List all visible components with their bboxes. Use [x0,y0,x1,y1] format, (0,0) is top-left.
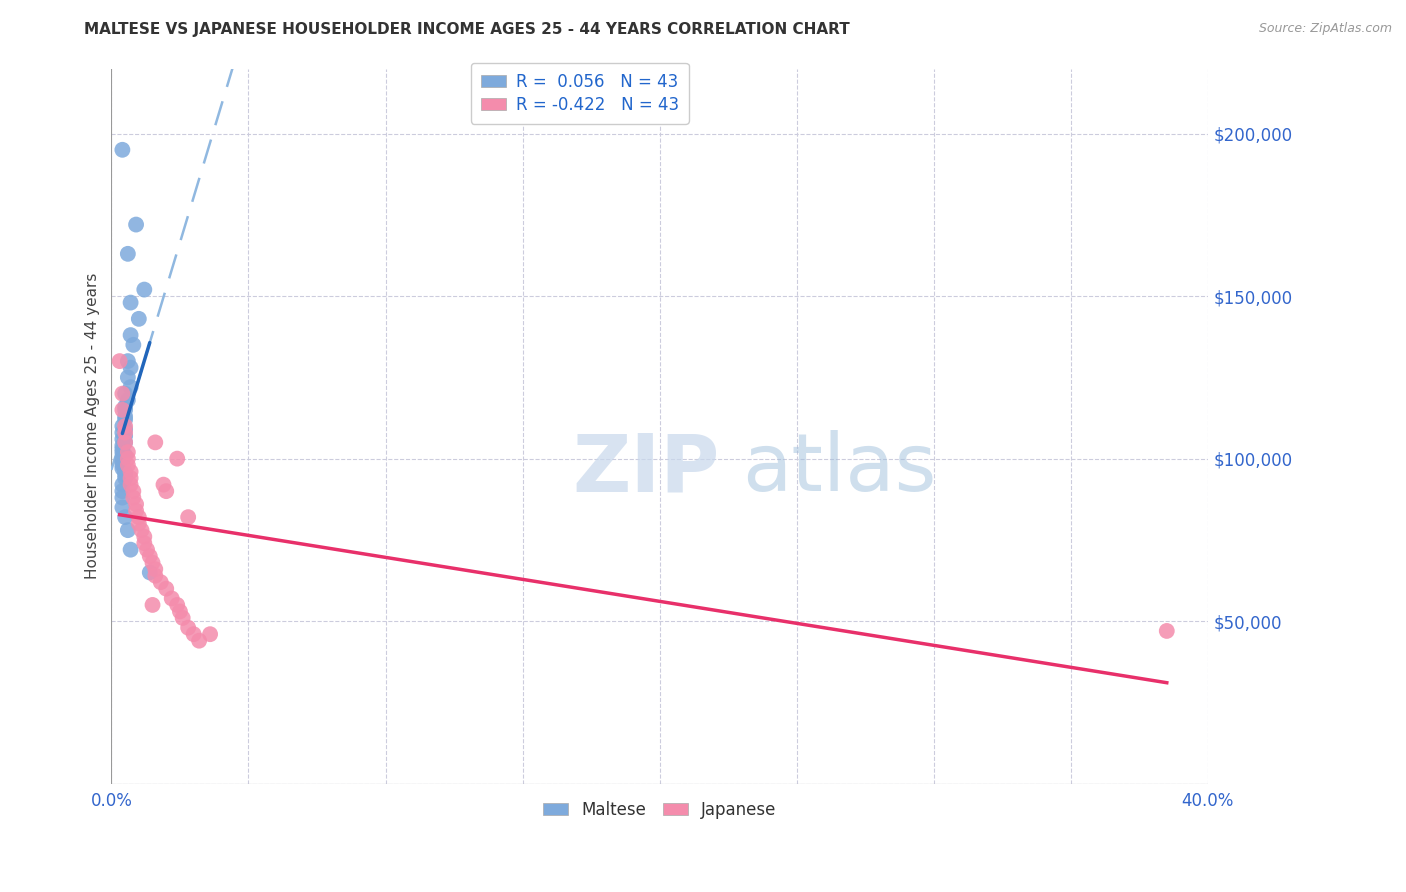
Point [117,247,139,261]
Point [183,627,205,641]
Point [111,425,134,440]
Point [141,598,163,612]
Point [198,627,221,641]
Point [143,562,166,576]
Point [122,338,145,352]
Point [117,354,139,368]
Point [114,400,136,414]
Point [128,510,150,524]
Point [120,295,142,310]
Point [117,370,139,384]
Legend: Maltese, Japanese: Maltese, Japanese [536,794,783,825]
Point [166,451,188,466]
Point [111,445,134,459]
Point [117,523,139,537]
Point [114,422,136,436]
Point [1156,624,1178,638]
Point [114,467,136,482]
Point [117,393,139,408]
Point [120,542,142,557]
Point [111,143,134,157]
Point [120,471,142,485]
Point [111,484,134,499]
Point [131,523,153,537]
Y-axis label: Householder Income Ages 25 - 44 years: Householder Income Ages 25 - 44 years [86,273,100,579]
Point [141,556,163,570]
Point [155,484,177,499]
Point [114,425,136,440]
Point [177,621,200,635]
Point [117,445,139,459]
Point [111,458,134,472]
Point [111,461,134,475]
Point [111,419,134,434]
Point [114,419,136,434]
Point [134,536,156,550]
Point [125,497,148,511]
Point [111,439,134,453]
Text: Source: ZipAtlas.com: Source: ZipAtlas.com [1258,22,1392,36]
Point [122,484,145,499]
Point [120,477,142,491]
Point [143,435,166,450]
Point [111,402,134,417]
Point [136,542,159,557]
Point [117,451,139,466]
Point [134,283,156,297]
Point [122,491,145,505]
Point [114,465,136,479]
Point [172,611,194,625]
Point [120,328,142,343]
Point [166,598,188,612]
Point [160,591,183,606]
Point [120,465,142,479]
Point [114,412,136,426]
Point [120,360,142,375]
Point [117,458,139,472]
Point [149,575,172,590]
Text: MALTESE VS JAPANESE HOUSEHOLDER INCOME AGES 25 - 44 YEARS CORRELATION CHART: MALTESE VS JAPANESE HOUSEHOLDER INCOME A… [84,22,851,37]
Point [114,471,136,485]
Point [111,491,134,505]
Point [152,477,174,491]
Point [139,566,162,580]
Point [188,633,211,648]
Point [114,449,136,463]
Point [114,409,136,424]
Point [114,429,136,443]
Point [111,386,134,401]
Point [128,311,150,326]
Point [111,451,134,466]
Point [177,510,200,524]
Point [139,549,162,564]
Point [169,604,191,618]
Point [111,442,134,456]
Point [114,435,136,450]
Point [111,477,134,491]
Text: ZIP: ZIP [572,430,720,508]
Point [114,435,136,450]
Point [111,455,134,469]
Point [111,432,134,446]
Point [114,510,136,524]
Point [128,516,150,531]
Point [114,402,136,417]
Point [125,218,148,232]
Point [120,380,142,394]
Point [143,568,166,582]
Point [114,386,136,401]
Point [134,530,156,544]
Text: atlas: atlas [742,430,936,508]
Point [125,503,148,517]
Point [111,500,134,515]
Point [155,582,177,596]
Point [108,354,131,368]
